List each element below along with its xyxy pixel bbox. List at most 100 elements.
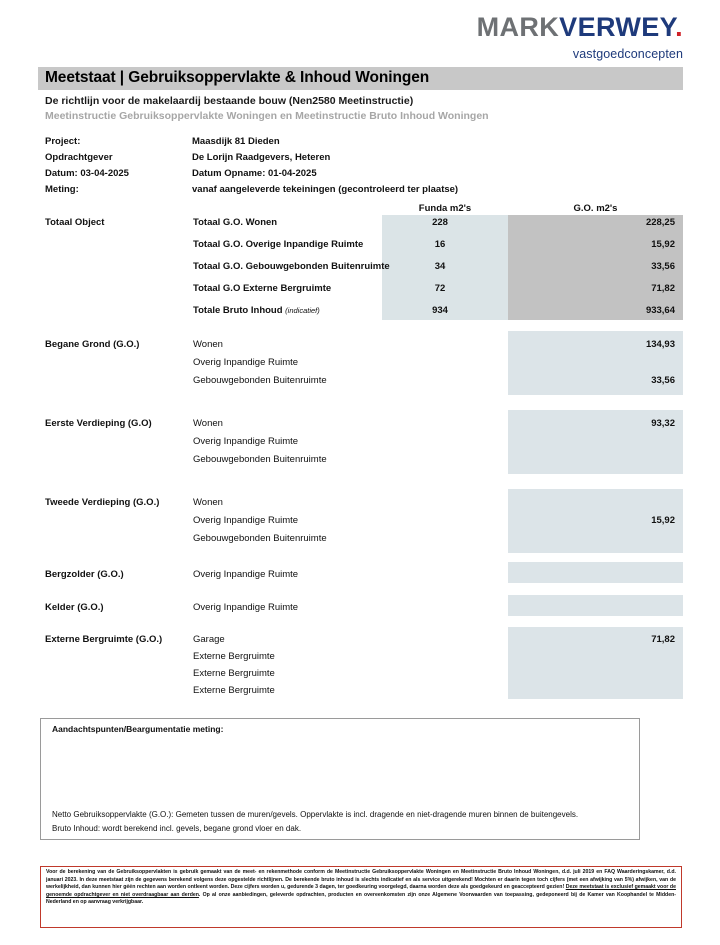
section-category-bergzolder: Bergzolder (G.O.) xyxy=(45,569,124,580)
meta-value-client: De Lorijn Raadgevers, Heteren xyxy=(192,152,331,163)
row-label-text: Totale Bruto Inhoud xyxy=(193,305,283,316)
row-label: Gebouwgebonden Buitenruimte xyxy=(193,375,327,386)
table-row: Overig Inpandige Ruimte xyxy=(0,354,720,372)
table-row: Externe Bergruimte xyxy=(0,682,720,700)
meta-value-project: Maasdijk 81 Dieden xyxy=(192,136,280,147)
meta-row: Opdrachtgever De Lorijn Raadgevers, Heter… xyxy=(45,150,458,166)
row-value-go: 228,25 xyxy=(645,217,675,228)
row-category-totaal-object: Totaal Object xyxy=(45,217,105,228)
row-label-annotation: (indicatief) xyxy=(285,306,320,315)
row-value-funda: 34 xyxy=(434,261,446,272)
section-category-externe-bergruimte: Externe Bergruimte (G.O.) xyxy=(45,634,163,645)
row-label: Overig Inpandige Ruimte xyxy=(193,515,299,526)
row-label: Wonen xyxy=(193,497,223,508)
logo-tagline: vastgoedconcepten xyxy=(572,47,683,61)
table-row: Begane Grond (G.O.) Wonen 134,93 xyxy=(0,336,720,354)
notes-line-netto: Netto Gebruiksoppervlakte (G.O.): Gemete… xyxy=(52,810,579,819)
logo-text-mark: MARK xyxy=(476,12,560,42)
table-row: Totaal G.O. Overige Inpandige Ruimte 16 … xyxy=(0,236,720,254)
row-label: Totaal G.O. Gebouwgebonden Buitenruimte xyxy=(193,261,390,272)
logo-wordmark: MARKVERWEY. xyxy=(477,14,683,41)
floor-highlight-band xyxy=(508,562,683,583)
meta-row: Meting: vanaf aangeleverde tekeiningen (g… xyxy=(45,182,458,198)
table-row: Totaal G.O. Gebouwgebonden Buitenruimte … xyxy=(0,258,720,276)
row-label: Totaal G.O Externe Bergruimte xyxy=(193,283,332,294)
page-title: Meetstaat | Gebruiksoppervlakte & Inhoud… xyxy=(45,69,430,86)
table-row: Gebouwgebonden Buitenruimte xyxy=(0,530,720,548)
table-row: Tweede Verdieping (G.O.) Wonen xyxy=(0,494,720,512)
table-row: Externe Bergruimte (G.O.) Garage 71,82 xyxy=(0,631,720,649)
section-category-begane-grond: Begane Grond (G.O.) xyxy=(45,339,140,350)
go-highlight-band xyxy=(508,215,683,320)
page-subtitle-secondary: Meetinstructie Gebruiksoppervlakte Wonin… xyxy=(45,110,489,122)
table-row: Bergzolder (G.O.) Overig Inpandige Ruimt… xyxy=(0,566,720,584)
row-value-go: 71,82 xyxy=(651,634,675,645)
row-value-go: 134,93 xyxy=(645,339,675,350)
row-label: Totaal G.O. Wonen xyxy=(193,217,278,228)
meta-value-date-recorded: Datum Opname: 01-04-2025 xyxy=(192,168,317,179)
project-meta: Project: Maasdijk 81 Dieden Opdrachtgever… xyxy=(45,134,458,198)
row-value-funda: 228 xyxy=(432,217,448,228)
company-logo: MARKVERWEY. vastgoedconcepten xyxy=(477,14,683,61)
row-value-funda: 72 xyxy=(434,283,446,294)
row-label: Overig Inpandige Ruimte xyxy=(193,602,299,613)
meta-label-project: Project: xyxy=(45,136,81,147)
row-label: Totale Bruto Inhoud (indicatief) xyxy=(193,302,320,320)
notes-line-bruto: Bruto Inhoud: wordt berekend incl. gevel… xyxy=(52,824,302,833)
column-header-funda: Funda m2's xyxy=(418,203,472,214)
meta-label-date: Datum: 03-04-2025 xyxy=(45,168,129,179)
meta-label-measurement: Meting: xyxy=(45,184,79,195)
legal-underlined-clause: Deze meetstaat is exclusief gemaakt voor… xyxy=(46,884,676,898)
notes-title: Aandachtspunten/Beargumentatie meting: xyxy=(52,724,224,734)
row-value-funda: 934 xyxy=(432,305,448,316)
legal-disclaimer-box xyxy=(40,866,682,928)
column-header-go: G.O. m2's xyxy=(573,203,618,214)
row-value-go: 93,32 xyxy=(651,418,675,429)
table-row: Totaal Object Totaal G.O. Wonen 228 228,… xyxy=(0,214,720,232)
table-row: Gebouwgebonden Buitenruimte xyxy=(0,451,720,469)
row-value-go: 15,92 xyxy=(651,515,675,526)
meta-label-client: Opdrachtgever xyxy=(45,152,113,163)
meta-row: Datum: 03-04-2025 Datum Opname: 01-04-202… xyxy=(45,166,458,182)
row-label: Gebouwgebonden Buitenruimte xyxy=(193,533,327,544)
row-value-go: 33,56 xyxy=(651,375,675,386)
row-label: Wonen xyxy=(193,418,223,429)
notes-box[interactable] xyxy=(40,718,640,840)
row-label: Totaal G.O. Overige Inpandige Ruimte xyxy=(193,239,364,250)
floor-highlight-band xyxy=(508,410,683,474)
logo-dot: . xyxy=(675,12,683,42)
meta-value-measurement: vanaf aangeleverde tekeiningen (gecontro… xyxy=(192,184,459,195)
row-label: Externe Bergruimte xyxy=(193,668,275,679)
row-label: Overig Inpandige Ruimte xyxy=(193,357,299,368)
table-row: Kelder (G.O.) Overig Inpandige Ruimte xyxy=(0,599,720,617)
section-category-kelder: Kelder (G.O.) xyxy=(45,602,104,613)
table-row: Overig Inpandige Ruimte xyxy=(0,433,720,451)
page-subtitle: De richtlijn voor de makelaardij bestaan… xyxy=(45,95,414,107)
row-label: Overig Inpandige Ruimte xyxy=(193,436,299,447)
logo-text-verwey: VERWEY xyxy=(559,12,676,42)
legal-part-1: Voor de berekening van de Gebruiksopperv… xyxy=(46,869,676,891)
table-row: Externe Bergruimte xyxy=(0,648,720,666)
title-band xyxy=(38,67,683,90)
row-label: Gebouwgebonden Buitenruimte xyxy=(193,454,327,465)
floor-highlight-band xyxy=(508,489,683,553)
row-value-go: 933,64 xyxy=(645,305,675,316)
row-label: Externe Bergruimte xyxy=(193,651,275,662)
floor-highlight-band xyxy=(508,627,683,699)
legal-part-2: . Op al onze aanbiedingen, geleverde opd… xyxy=(46,891,676,906)
row-label: Externe Bergruimte xyxy=(193,685,275,696)
table-row: Gebouwgebonden Buitenruimte 33,56 xyxy=(0,372,720,390)
row-label: Overig Inpandige Ruimte xyxy=(193,569,299,580)
row-label: Garage xyxy=(193,634,225,645)
table-row: Overig Inpandige Ruimte 15,92 xyxy=(0,512,720,530)
row-value-go: 71,82 xyxy=(651,283,675,294)
floor-highlight-band xyxy=(508,595,683,616)
notes-footer-text: Netto Gebruiksoppervlakte (G.O.): Gemete… xyxy=(52,808,632,836)
row-value-go: 15,92 xyxy=(651,239,675,250)
row-label: Wonen xyxy=(193,339,223,350)
row-value-funda: 16 xyxy=(434,239,446,250)
meta-row: Project: Maasdijk 81 Dieden xyxy=(45,134,458,150)
table-row: Eerste Verdieping (G.O) Wonen 93,32 xyxy=(0,415,720,433)
row-value-go: 33,56 xyxy=(651,261,675,272)
